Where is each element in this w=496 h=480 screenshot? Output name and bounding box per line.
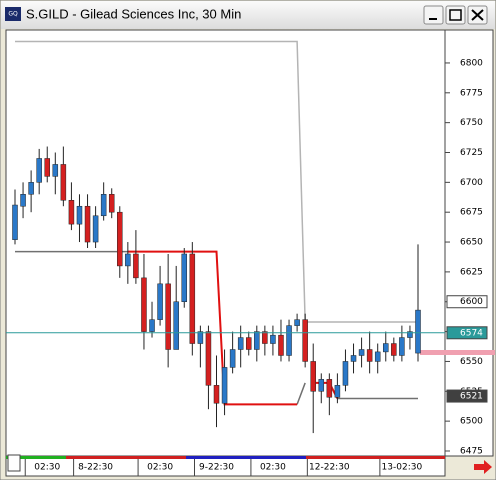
candle-body [286,325,292,356]
candle-body [245,337,252,350]
candle-body [302,319,308,362]
indicator-line [127,250,298,406]
candle-body [334,385,341,398]
candle-body [141,277,147,332]
candle-body [221,367,228,404]
candle-body [100,194,107,217]
price-highlight [420,350,495,355]
candle-body [173,301,179,350]
price-marker [446,326,488,340]
candle-body [92,215,99,243]
candle-body [60,164,67,201]
candle-body [197,331,204,344]
candle-body [407,331,413,338]
title-bar [1,1,495,29]
maximize-button[interactable] [445,5,466,25]
candle-body [68,200,75,225]
candle-body [133,253,139,279]
candle-body [294,319,300,326]
candle-body [415,309,421,354]
candle-body [326,379,333,398]
candle-body [205,331,212,386]
app-icon [5,7,21,21]
candle-body [254,331,260,350]
candle-body [157,283,163,320]
candle-body [237,337,244,350]
x-tick-label: 12-22:30 [309,463,350,473]
candle-body [125,253,131,267]
candle-body [399,337,405,356]
session-bar [6,456,66,459]
candle-body [44,158,50,177]
candle-body [108,194,115,213]
indicator-line [296,382,306,405]
y-tick-label: 6475 [460,446,483,456]
y-tick-label: 6500 [460,417,483,427]
candle-body [278,334,284,356]
candle-body [318,379,325,392]
y-tick-label: 6625 [460,267,483,277]
y-tick-label: 6750 [460,118,483,128]
candle-body [20,194,26,207]
candle-body [149,319,155,332]
candle-body [350,355,357,362]
candle-body [189,253,196,344]
candle-body [262,331,268,344]
session-bar [306,456,445,459]
candle-body [165,283,171,350]
y-tick-label: 6800 [460,58,483,68]
scroll-box[interactable] [7,454,21,472]
candle-body [358,349,365,356]
app-icon-glyph: GQ [8,11,18,18]
candle-body [213,385,220,404]
y-tick-label: 6550 [460,357,483,367]
x-tick-label: 02:30 [147,463,173,473]
x-tick-label: 8-22:30 [78,463,113,473]
x-tick-label: 02:30 [34,463,60,473]
candle-body [84,205,91,243]
candle-body [383,343,389,353]
candle-body [366,349,373,362]
candle-body [374,351,381,362]
candle-body [117,211,123,267]
price-marker-label: 6600 [460,297,483,307]
y-tick-label: 6675 [460,208,483,218]
candle-body [12,204,18,240]
candle-body [391,343,397,356]
minimize-button[interactable] [423,5,444,25]
y-tick-label: 6775 [460,88,483,98]
indicator-line [313,381,339,399]
candle-body [229,349,236,368]
price-marker [446,389,488,403]
candle-body [342,361,349,386]
y-tick-label: 6725 [460,148,483,158]
candle-body [181,253,188,302]
session-bar [186,456,306,459]
x-tick-label: 13-02:30 [382,463,423,473]
maximize-glyph [449,9,462,21]
candle-body [28,182,34,195]
price-axis [444,29,494,457]
price-marker-label: 6574 [460,328,483,338]
x-tick-label: 02:30 [260,463,286,473]
x-tick-label: 9-22:30 [199,463,234,473]
candle-body [52,164,59,177]
price-marker [446,295,488,309]
candle-body [270,334,276,344]
candle-body [76,205,83,225]
window-title: S.GILD - Gilead Sciences Inc, 30 Min [26,6,241,21]
candle-body [310,361,316,392]
close-glyph [471,9,484,21]
price-marker-label: 6521 [460,392,483,402]
y-tick-label: 6700 [460,178,483,188]
candle-body [36,158,42,183]
y-tick-label: 6650 [460,238,483,248]
session-bar [66,456,186,459]
scroll-arrow[interactable] [474,460,492,474]
indicator-line [15,40,418,323]
